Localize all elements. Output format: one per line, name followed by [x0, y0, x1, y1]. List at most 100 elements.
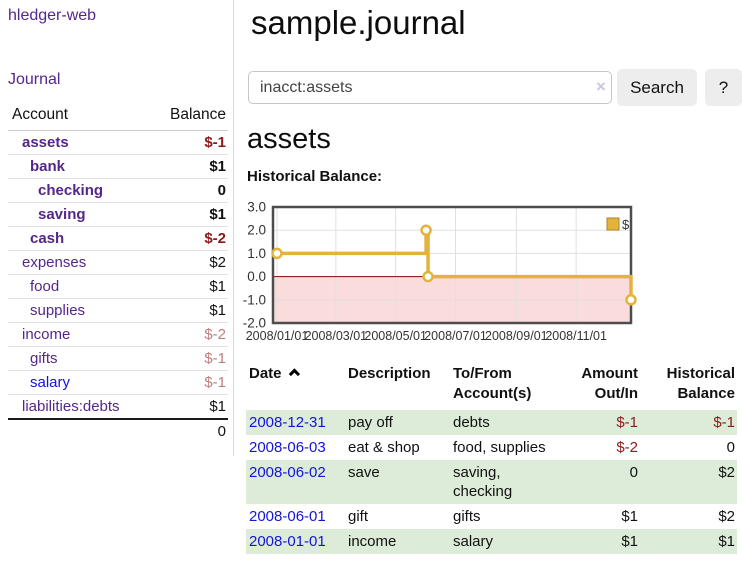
register-amount-cell: 0	[629, 464, 638, 481]
transaction-date-link[interactable]: 2008-12-31	[249, 414, 326, 431]
register-header-date[interactable]: Date	[246, 362, 345, 410]
register-header-balance: Historical Balance	[666, 365, 735, 402]
data-point-marker	[625, 294, 637, 306]
register-balance-cell: $1	[718, 533, 735, 550]
account-cell: income	[8, 322, 150, 347]
register-amount-cell: $1	[621, 508, 638, 525]
account-balance: $-1	[149, 130, 228, 155]
account-balance: $1	[149, 202, 228, 227]
register-accounts-cell: saving, checking	[453, 464, 513, 500]
account-link-liabilities-debts[interactable]: liabilities:debts	[22, 398, 120, 415]
register-amount-cell: $-2	[616, 439, 638, 456]
account-balance: $-2	[149, 322, 228, 347]
register-balance-cell: $-1	[713, 414, 735, 431]
accounts-header-account: Account	[8, 102, 150, 131]
account-link-assets[interactable]: assets	[22, 134, 69, 151]
account-cell: food	[8, 274, 150, 299]
transaction-date-link[interactable]: 2008-06-01	[249, 508, 326, 525]
accounts-total-balance: 0	[149, 418, 228, 443]
clear-search-icon[interactable]: ×	[596, 77, 606, 96]
register-accounts-cell: gifts	[453, 508, 481, 525]
register-row: 2008-06-01 gift gifts $1 $2	[246, 504, 737, 529]
search-button[interactable]: Search	[617, 69, 697, 106]
account-link-income[interactable]: income	[22, 326, 71, 343]
account-link-checking[interactable]: checking	[38, 182, 104, 199]
register-header-amount: Amount Out/In	[581, 365, 638, 402]
register-date-cell: 2008-06-03	[246, 435, 345, 460]
account-link-food[interactable]: food	[30, 278, 60, 295]
account-cell: expenses	[8, 250, 150, 275]
accounts-total-row: 0	[8, 418, 228, 443]
account-balance: $1	[149, 154, 228, 179]
data-point-marker	[420, 224, 432, 236]
data-point-marker	[271, 247, 283, 260]
y-tick-label: -1.0	[243, 292, 266, 307]
search-input[interactable]	[248, 71, 612, 104]
x-tick-label: 2008/07/01	[424, 329, 487, 343]
account-link-expenses[interactable]: expenses	[22, 254, 87, 271]
transaction-date-link[interactable]: 2008-01-01	[249, 533, 326, 550]
account-heading: assets	[247, 123, 331, 155]
sort-ascending-icon	[288, 368, 300, 380]
plot-border	[271, 205, 633, 325]
register-description-cell: eat & shop	[348, 439, 420, 456]
account-balance: $-1	[149, 370, 228, 395]
account-balance: $-1	[149, 346, 228, 371]
account-cell: cash	[8, 226, 150, 251]
register-accounts-cell: salary	[453, 533, 494, 550]
total-spacer	[8, 418, 150, 443]
register-header-row: Date Description To/From Account(s) Amou…	[246, 362, 737, 410]
register-description-cell: pay off	[348, 414, 393, 431]
accounts-table: Account Balance assets $-1 bank $1 checking 0…	[8, 102, 228, 443]
account-row: cash $-2	[8, 226, 228, 251]
account-row: saving $1	[8, 202, 228, 227]
register-accounts-cell: food, supplies	[453, 439, 546, 456]
account-link-supplies[interactable]: supplies	[30, 302, 86, 319]
account-balance: $1	[149, 274, 228, 299]
account-row: income $-2	[8, 322, 228, 347]
x-tick-label: 2008/01/01	[246, 329, 309, 343]
account-link-gifts[interactable]: gifts	[30, 350, 58, 367]
account-link-saving[interactable]: saving	[38, 206, 86, 223]
account-balance: $1	[149, 298, 228, 323]
register-date-cell: 2008-01-01	[246, 529, 345, 554]
transaction-date-link[interactable]: 2008-06-02	[249, 464, 326, 481]
register-date-cell: 2008-12-31	[246, 410, 345, 435]
account-link-salary[interactable]: salary	[30, 374, 71, 391]
account-link-bank[interactable]: bank	[30, 158, 66, 175]
account-row: checking 0	[8, 178, 228, 203]
register-table: Date Description To/From Account(s) Amou…	[246, 362, 737, 554]
legend-swatch	[606, 217, 620, 231]
sidebar-item-journal[interactable]: Journal	[8, 71, 61, 88]
account-row: bank $1	[8, 154, 228, 179]
transaction-date-link[interactable]: 2008-06-03	[249, 439, 326, 456]
register-balance-cell: $2	[718, 508, 735, 525]
register-date-cell: 2008-06-01	[246, 504, 345, 529]
account-cell: saving	[8, 202, 150, 227]
sidebar: hledger-web Journal Account Balance asse…	[0, 0, 234, 456]
register-header-accounts: To/From Account(s)	[453, 365, 532, 402]
account-cell: checking	[8, 178, 150, 203]
date-header-label: Date	[249, 365, 282, 382]
account-link-cash[interactable]: cash	[30, 230, 65, 247]
x-tick-label: 2008/05/01	[364, 329, 427, 343]
y-tick-label: 3.0	[247, 200, 266, 215]
account-row: food $1	[8, 274, 228, 299]
account-cell: salary	[8, 370, 150, 395]
help-button[interactable]: ?	[705, 69, 742, 106]
account-row: expenses $2	[8, 250, 228, 275]
y-tick-label: 1.0	[247, 246, 266, 261]
register-balance-cell: $2	[718, 464, 735, 481]
account-row: assets $-1	[8, 130, 228, 155]
y-tick-label: 2.0	[247, 223, 266, 238]
account-row: salary $-1	[8, 370, 228, 395]
app-title-link[interactable]: hledger-web	[8, 7, 97, 24]
account-cell: gifts	[8, 346, 150, 371]
register-description-cell: income	[348, 533, 397, 550]
account-cell: supplies	[8, 298, 150, 323]
page-title: sample.journal	[251, 4, 466, 41]
account-balance: 0	[149, 178, 228, 203]
y-tick-label: 0.0	[247, 269, 266, 284]
register-date-cell: 2008-06-02	[246, 460, 345, 504]
account-row: supplies $1	[8, 298, 228, 323]
